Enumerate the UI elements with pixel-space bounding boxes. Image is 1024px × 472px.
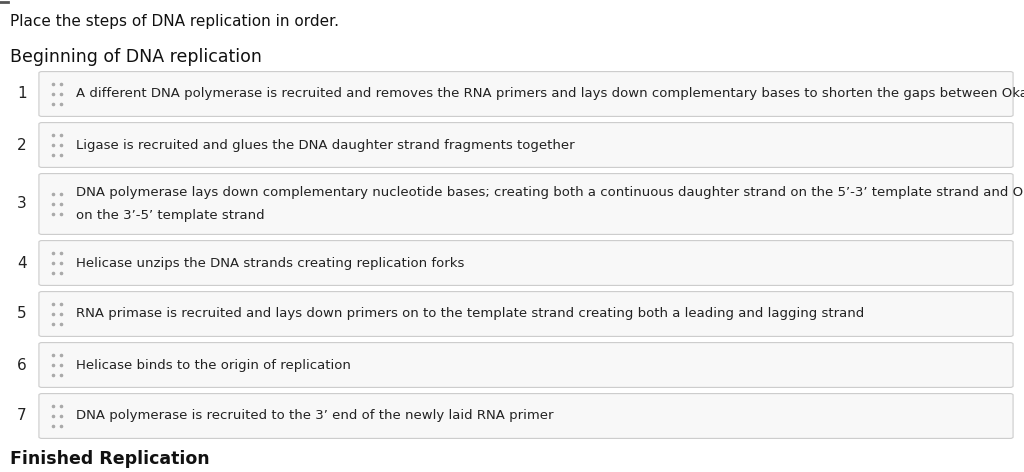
FancyBboxPatch shape <box>39 394 1013 438</box>
Text: Place the steps of DNA replication in order.: Place the steps of DNA replication in or… <box>10 14 339 29</box>
Text: RNA primase is recruited and lays down primers on to the template strand creatin: RNA primase is recruited and lays down p… <box>76 307 864 320</box>
FancyBboxPatch shape <box>39 343 1013 388</box>
Text: Finished Replication: Finished Replication <box>10 450 210 468</box>
Text: Ligase is recruited and glues the DNA daughter strand fragments together: Ligase is recruited and glues the DNA da… <box>76 138 574 152</box>
Text: 5: 5 <box>17 306 27 321</box>
FancyBboxPatch shape <box>39 174 1013 235</box>
Text: A different DNA polymerase is recruited and removes the RNA primers and lays dow: A different DNA polymerase is recruited … <box>76 87 1024 101</box>
Text: Helicase unzips the DNA strands creating replication forks: Helicase unzips the DNA strands creating… <box>76 256 464 270</box>
FancyBboxPatch shape <box>39 123 1013 168</box>
Text: on the 3’-5’ template strand: on the 3’-5’ template strand <box>76 209 264 222</box>
Text: Beginning of DNA replication: Beginning of DNA replication <box>10 48 262 66</box>
Text: 2: 2 <box>17 137 27 152</box>
Text: 3: 3 <box>17 196 27 211</box>
Text: 1: 1 <box>17 86 27 101</box>
Text: DNA polymerase lays down complementary nucleotide bases; creating both a continu: DNA polymerase lays down complementary n… <box>76 185 1024 199</box>
Text: 6: 6 <box>17 357 27 372</box>
Text: 4: 4 <box>17 255 27 270</box>
FancyBboxPatch shape <box>39 292 1013 337</box>
FancyBboxPatch shape <box>39 72 1013 117</box>
FancyBboxPatch shape <box>39 241 1013 286</box>
Text: DNA polymerase is recruited to the 3’ end of the newly laid RNA primer: DNA polymerase is recruited to the 3’ en… <box>76 410 554 422</box>
Text: 7: 7 <box>17 408 27 423</box>
Text: Helicase binds to the origin of replication: Helicase binds to the origin of replicat… <box>76 359 351 371</box>
